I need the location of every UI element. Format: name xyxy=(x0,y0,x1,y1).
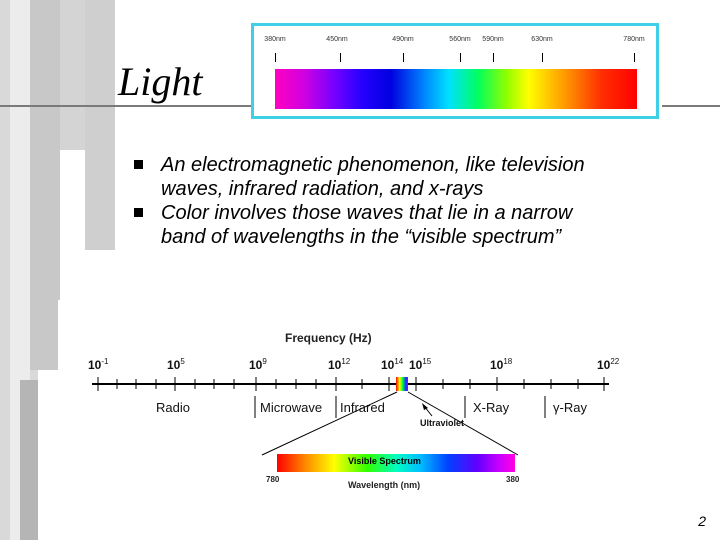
band-label: Infrared xyxy=(340,400,385,415)
title-rule xyxy=(0,105,260,107)
page-number: 2 xyxy=(698,513,706,529)
band-label: Radio xyxy=(156,400,190,415)
bullet-icon xyxy=(134,160,143,169)
list-item: Color involves those waves that lie in a… xyxy=(134,201,614,249)
bullet-list: An electromagnetic phenomenon, like tele… xyxy=(134,153,614,249)
frequency-label: 1014 xyxy=(381,357,404,372)
wavelength-label: 630nm xyxy=(531,36,553,43)
ultraviolet-label: Ultraviolet xyxy=(420,418,465,428)
wavelength-title: Wavelength (nm) xyxy=(348,480,421,490)
frequency-label: 1015 xyxy=(409,357,432,372)
visible-spectrum-label: Visible Spectrum xyxy=(348,456,421,466)
band-label: X-Ray xyxy=(473,400,510,415)
decor-block xyxy=(30,300,58,370)
wavelength-label: 780nm xyxy=(623,36,645,43)
spectrum-strip: 380nm 450nm 490nm 560nm 590nm 630nm 780n… xyxy=(251,23,659,119)
wavelength-tick xyxy=(340,53,341,62)
wavelength-tick xyxy=(275,53,276,62)
frequency-label: 105 xyxy=(167,357,185,372)
wavelength-tick xyxy=(634,53,635,62)
frequency-label: 109 xyxy=(249,357,267,372)
uv-arrowhead xyxy=(422,403,428,410)
frequency-label: 1012 xyxy=(328,357,351,372)
title-rule-right xyxy=(662,105,720,107)
spectrum-gradient xyxy=(275,69,637,109)
wavelength-label: 380nm xyxy=(264,36,286,43)
zoom-line-left xyxy=(261,391,398,456)
wavelength-label: 590nm xyxy=(482,36,504,43)
wavelength-min-label: 780 xyxy=(266,475,280,484)
wavelength-label: 490nm xyxy=(392,36,414,43)
band-label: γ-Ray xyxy=(553,400,587,415)
wavelength-tick xyxy=(403,53,404,62)
band-label: Microwave xyxy=(260,400,323,415)
decor-block xyxy=(30,0,60,300)
wavelength-tick xyxy=(460,53,461,62)
bullet-icon xyxy=(134,208,143,217)
zoom-line-right xyxy=(407,391,519,456)
bullet-text: Color involves those waves that lie in a… xyxy=(161,202,573,248)
wavelength-label: 560nm xyxy=(449,36,471,43)
band-dividers xyxy=(254,396,546,418)
list-item: An electromagnetic phenomenon, like tele… xyxy=(134,153,614,201)
wavelength-tick xyxy=(493,53,494,62)
wavelength-max-label: 380 xyxy=(506,475,520,484)
visible-spectrum-bar xyxy=(277,454,515,472)
axis-ticks xyxy=(97,377,605,391)
frequency-label: 1018 xyxy=(490,357,513,372)
decor-block xyxy=(85,0,115,250)
frequency-label: 10-1 xyxy=(88,357,109,372)
bullet-text: An electromagnetic phenomenon, like tele… xyxy=(161,154,585,200)
frequency-title: Frequency (Hz) xyxy=(285,331,372,345)
decor-block xyxy=(20,380,38,540)
frequency-label: 1022 xyxy=(597,357,620,372)
wavelength-label: 450nm xyxy=(326,36,348,43)
slide-title: Light xyxy=(118,59,203,104)
wavelength-tick xyxy=(542,53,543,62)
visible-band-marker xyxy=(396,377,408,391)
